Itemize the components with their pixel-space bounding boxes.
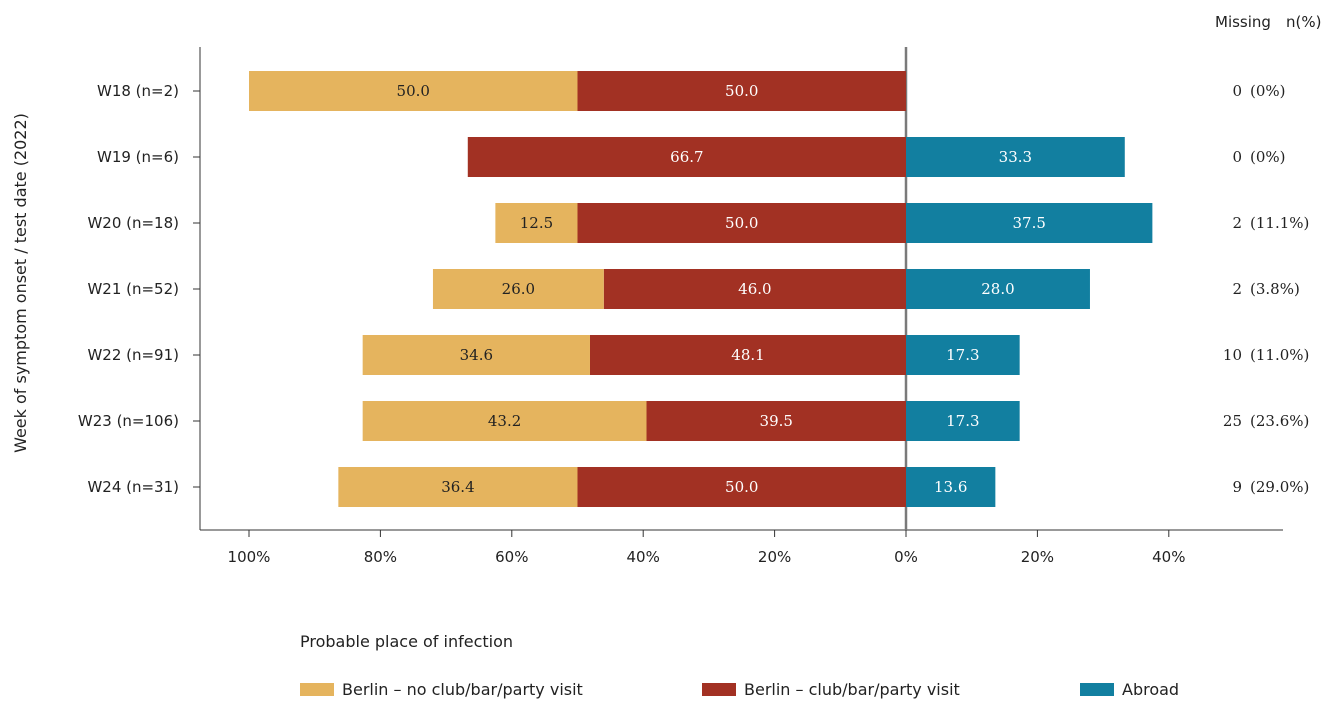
bar-berlin-club <box>646 401 906 441</box>
missing-percent: (0%) <box>1250 82 1286 100</box>
bar-berlin-no-club <box>495 203 578 243</box>
y-tick-label: W18 (n=2) <box>97 82 179 100</box>
data-label-berlin-no-club: 12.5 <box>520 214 553 232</box>
missing-header: Missing <box>1215 13 1271 31</box>
missing-unit-header: n(%) <box>1286 13 1321 31</box>
missing-percent: (0%) <box>1250 148 1286 166</box>
x-tick-label: 100% <box>228 548 271 566</box>
data-label-berlin-club: 39.5 <box>760 412 793 430</box>
missing-column: 0 (0%) 0 (0%) 2 (11.1%) 2 (3.8%) 10 (11.0%) 25 (23.… <box>1223 82 1309 496</box>
y-axis-title: Week of symptom onset / test date (2022) <box>11 113 30 453</box>
data-label-berlin-club: 46.0 <box>738 280 771 298</box>
bar-berlin-no-club <box>432 269 604 309</box>
data-label-abroad: 28.0 <box>981 280 1014 298</box>
missing-count: 10 <box>1223 346 1242 364</box>
y-tick-label: W24 (n=31) <box>87 478 179 496</box>
x-tick-label: 40% <box>627 548 660 566</box>
legend: Probable place of infection Berlin – no … <box>300 632 1300 702</box>
x-tick-label: 20% <box>1021 548 1054 566</box>
legend-label-berlin-club: Berlin – club/bar/party visit <box>744 679 960 699</box>
data-label-abroad: 17.3 <box>946 346 979 364</box>
y-tick-label: W19 (n=6) <box>97 148 179 166</box>
bars <box>249 71 1153 507</box>
legend-label-abroad: Abroad <box>1122 679 1180 699</box>
data-label-abroad: 13.6 <box>934 478 967 496</box>
missing-count: 9 <box>1232 478 1242 496</box>
missing-count: 0 <box>1232 82 1242 100</box>
legend-item-berlin-club: Berlin – club/bar/party visit <box>702 678 960 700</box>
x-tick-label: 40% <box>1152 548 1185 566</box>
data-label-abroad: 33.3 <box>999 148 1032 166</box>
legend-swatch-abroad <box>1080 682 1114 696</box>
bar-berlin-club <box>577 71 906 111</box>
bar-abroad <box>906 137 1125 177</box>
missing-percent: (11.0%) <box>1250 346 1309 364</box>
data-label-berlin-no-club: 36.4 <box>441 478 474 496</box>
x-tick-label: 60% <box>495 548 528 566</box>
missing-count: 2 <box>1232 280 1242 298</box>
data-label-berlin-club: 48.1 <box>731 346 764 364</box>
y-tick-label: W21 (n=52) <box>87 280 179 298</box>
bar-berlin-no-club <box>362 335 590 375</box>
bar-abroad <box>906 269 1090 309</box>
legend-item-abroad: Abroad <box>1080 678 1179 700</box>
bar-berlin-club <box>577 203 906 243</box>
data-label-berlin-no-club: 43.2 <box>488 412 521 430</box>
bar-labels: 50.0 50.0 66.7 33.3 50.0 12.5 37.5 46.0 26.0 28.0… <box>397 82 1046 496</box>
bar-berlin-club <box>589 335 906 375</box>
bar-berlin-club <box>577 467 906 507</box>
legend-swatch-berlin-no-club <box>300 682 334 696</box>
bar-berlin-club <box>467 137 906 177</box>
data-label-berlin-no-club: 26.0 <box>502 280 535 298</box>
legend-label-berlin-no-club: Berlin – no club/bar/party visit <box>342 679 583 699</box>
data-label-berlin-club: 66.7 <box>670 148 703 166</box>
x-tick-label: 0% <box>894 548 918 566</box>
missing-count: 2 <box>1232 214 1242 232</box>
x-tick-label: 20% <box>758 548 791 566</box>
x-tick-label: 80% <box>364 548 397 566</box>
diverging-bar-chart: 100% 80% 60% 40% 20% 0% 20% 40% W18 (n=2) W19 (n=… <box>11 13 1321 566</box>
y-tick-label: W22 (n=91) <box>87 346 179 364</box>
bar-abroad <box>906 467 996 507</box>
legend-item-berlin-no-club: Berlin – no club/bar/party visit <box>300 678 583 700</box>
missing-count: 25 <box>1223 412 1242 430</box>
bar-abroad <box>906 203 1153 243</box>
missing-count: 0 <box>1232 148 1242 166</box>
bar-berlin-no-club <box>338 467 578 507</box>
legend-title: Probable place of infection <box>300 632 514 651</box>
bar-berlin-no-club <box>249 71 578 111</box>
missing-percent: (29.0%) <box>1250 478 1309 496</box>
data-label-abroad: 17.3 <box>946 412 979 430</box>
y-tick-label: W23 (n=106) <box>78 412 179 430</box>
bar-abroad <box>906 401 1020 441</box>
data-label-berlin-club: 50.0 <box>725 478 758 496</box>
data-label-abroad: 37.5 <box>1012 214 1045 232</box>
legend-swatch-berlin-club <box>702 682 736 696</box>
missing-percent: (3.8%) <box>1250 280 1300 298</box>
y-tick-label: W20 (n=18) <box>87 214 179 232</box>
missing-percent: (11.1%) <box>1250 214 1309 232</box>
bar-berlin-club <box>603 269 906 309</box>
data-label-berlin-club: 50.0 <box>725 214 758 232</box>
missing-percent: (23.6%) <box>1250 412 1309 430</box>
data-label-berlin-club: 50.0 <box>725 82 758 100</box>
data-label-berlin-no-club: 50.0 <box>397 82 430 100</box>
data-label-berlin-no-club: 34.6 <box>460 346 493 364</box>
axes: 100% 80% 60% 40% 20% 0% 20% 40% W18 (n=2) W19 (n=… <box>78 47 1283 566</box>
bar-abroad <box>906 335 1020 375</box>
bar-berlin-no-club <box>362 401 647 441</box>
